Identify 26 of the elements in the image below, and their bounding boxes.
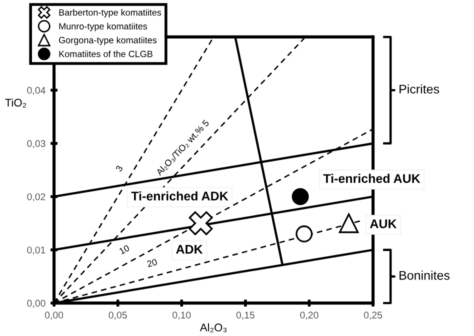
x-tick-label: 0,05: [108, 312, 127, 320]
legend-label: Gorgona-type komatiites: [59, 36, 157, 46]
legend-label: Barberton-type komatiites: [59, 9, 162, 18]
legend-label: Munro-type komatiites: [59, 22, 148, 32]
text: Boninites: [400, 270, 450, 280]
y-axis-title: TiO₂: [5, 98, 26, 108]
annotation: Ti-enriched AUK: [323, 174, 420, 183]
annotation: ADK: [176, 245, 203, 254]
y-tick-label: 0,03: [27, 140, 46, 148]
x-axis-title: Al₂O₃: [200, 323, 227, 332]
x-tick-label: 0,00: [44, 312, 64, 320]
y-tick-label: 0,02: [27, 193, 46, 202]
text: Picrites: [400, 84, 440, 94]
text: 10: [118, 244, 130, 254]
annotation: AUK: [370, 219, 397, 228]
legend-label: Komatiites of the CLGB: [59, 50, 152, 58]
y-tick-label: 0,04: [27, 86, 46, 95]
x-tick-label: 0,20: [300, 312, 318, 320]
text: 20: [146, 258, 158, 268]
x-tick-label: 0,10: [172, 312, 191, 320]
y-tick-label: 0,01: [27, 246, 46, 255]
annotation: Ti-enriched ADK: [131, 191, 228, 201]
x-tick-label: 0,15: [236, 312, 254, 320]
x-tick-label: 0,25: [364, 312, 382, 320]
y-tick-label: 0,00: [27, 300, 46, 308]
text: 3: [115, 165, 124, 172]
